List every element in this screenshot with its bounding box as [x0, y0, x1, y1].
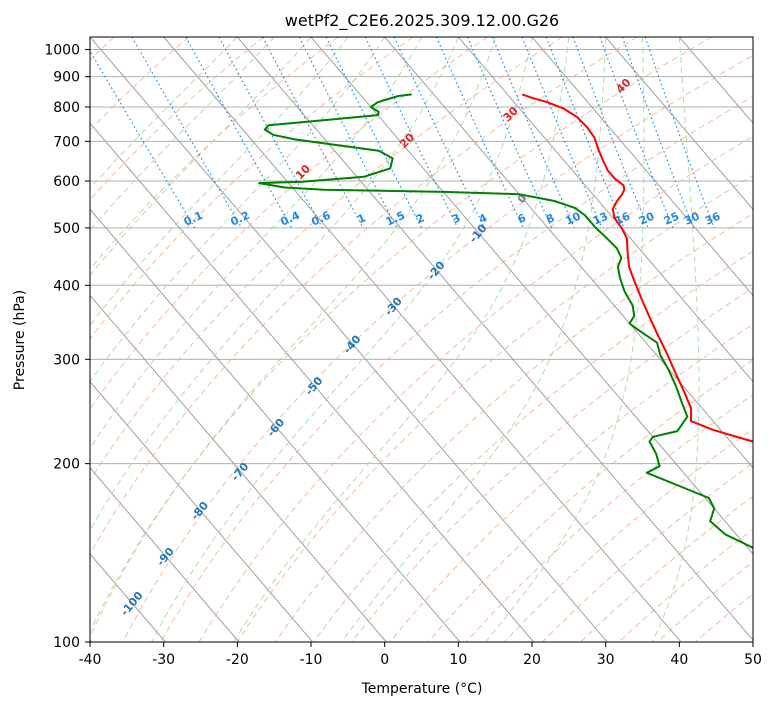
background-lines-layer	[90, 37, 753, 642]
isotherm-line	[752, 37, 753, 38]
y-tick-label: 800	[53, 100, 80, 116]
plot-frame	[89, 36, 754, 643]
mixing-ratio-line	[218, 37, 323, 229]
mixing-ratio-line	[393, 37, 485, 229]
dry-adiabat-line	[90, 37, 414, 340]
isotherm-line	[90, 294, 387, 642]
y-tick-label: 400	[53, 278, 80, 294]
x-tick-label: -30	[152, 652, 175, 668]
isotherm-line	[90, 380, 314, 642]
mixing-ratio-label: 20	[637, 210, 657, 228]
y-tick-label: 100	[53, 635, 80, 651]
mixing-ratio-line	[364, 37, 459, 229]
x-tick-label: -10	[300, 652, 323, 668]
moist-adiabat-line	[90, 37, 312, 276]
moist-adiabat-line	[485, 37, 645, 642]
axes-layer: -40 -30 -20 -10 0 10 20 30 40 50 100 200 300 400 500 60…	[44, 43, 762, 668]
dry-adiabat-line	[90, 37, 264, 201]
mixing-ratio-label: 30	[682, 210, 702, 228]
mixing-ratio-line	[262, 37, 364, 229]
moist-adiabat-line	[341, 37, 607, 642]
series-layer	[258, 93, 753, 550]
chart-title: wetPf2_C2E6.2025.309.12.00.G26	[285, 11, 559, 31]
mixing-ratio-label: 36	[703, 210, 723, 228]
isotherm-line	[90, 122, 535, 642]
dry-adiabat-line	[90, 37, 563, 482]
moist-adiabat-line	[90, 37, 459, 532]
grid-layer	[90, 37, 753, 642]
dry-adiabat-line	[351, 287, 753, 642]
dry-adiabat-line	[274, 213, 753, 642]
y-tick-label: 700	[53, 134, 80, 150]
y-axis-label: Pressure (hPa)	[12, 290, 28, 390]
dry-adiabat-line	[389, 323, 753, 642]
isotherm-line	[90, 208, 461, 642]
x-tick-label: 20	[523, 652, 541, 668]
dry-adiabat-line	[236, 174, 753, 642]
x-tick-label: -40	[79, 652, 102, 668]
moist-adiabat-line	[90, 37, 422, 450]
isotherm-line	[310, 37, 753, 555]
x-tick-label: 0	[380, 652, 389, 668]
x-tick-label: 30	[597, 652, 615, 668]
dry-adiabat-line	[313, 250, 753, 642]
temperature-line	[521, 93, 753, 443]
mixing-ratio-line	[599, 37, 674, 229]
mixing-ratio-line	[131, 37, 243, 229]
dewpoint-line	[258, 93, 753, 550]
x-tick-label: 40	[670, 652, 688, 668]
mixing-ratio-label: 13	[591, 210, 610, 228]
mixing-ratio-label: 25	[662, 210, 681, 228]
mixing-ratio-label: 10	[563, 210, 583, 228]
isotherm-line	[90, 467, 240, 642]
isotherm-line	[605, 37, 753, 211]
isotherm-line	[163, 37, 682, 642]
x-tick-label: 10	[449, 652, 467, 668]
y-tick-label: 300	[53, 352, 80, 368]
x-tick-label: 50	[744, 652, 762, 668]
dry-adiabat-line	[198, 135, 753, 642]
y-tick-label: 200	[53, 457, 80, 473]
x-tick-label: -20	[226, 652, 249, 668]
moist-adiabat-line	[233, 37, 570, 642]
mixing-ratio-line	[435, 37, 524, 229]
dry-adiabat-line	[122, 55, 753, 642]
isotherm-line	[384, 37, 753, 469]
moist-adiabat-line	[90, 37, 275, 232]
y-tick-label: 1000	[44, 43, 80, 59]
dry-adiabat-line	[160, 95, 753, 642]
moist-adiabat-line	[651, 37, 700, 642]
y-tick-label: 500	[53, 221, 80, 237]
moist-adiabat-line	[151, 37, 533, 642]
dry-adiabat-line	[90, 37, 190, 131]
isotherm-line	[236, 37, 753, 641]
moist-adiabat-line	[90, 37, 386, 383]
mixing-ratio-line	[572, 37, 649, 229]
mixing-ratio-line	[90, 49, 196, 229]
y-tick-label: 900	[53, 70, 80, 86]
isotherm-line	[457, 37, 753, 383]
isotherm-line	[531, 37, 753, 297]
dry-adiabat-line	[90, 37, 488, 410]
y-tick-label: 600	[53, 174, 80, 190]
moist-adiabat-line	[90, 37, 349, 326]
x-axis-label: Temperature (°C)	[361, 681, 483, 697]
